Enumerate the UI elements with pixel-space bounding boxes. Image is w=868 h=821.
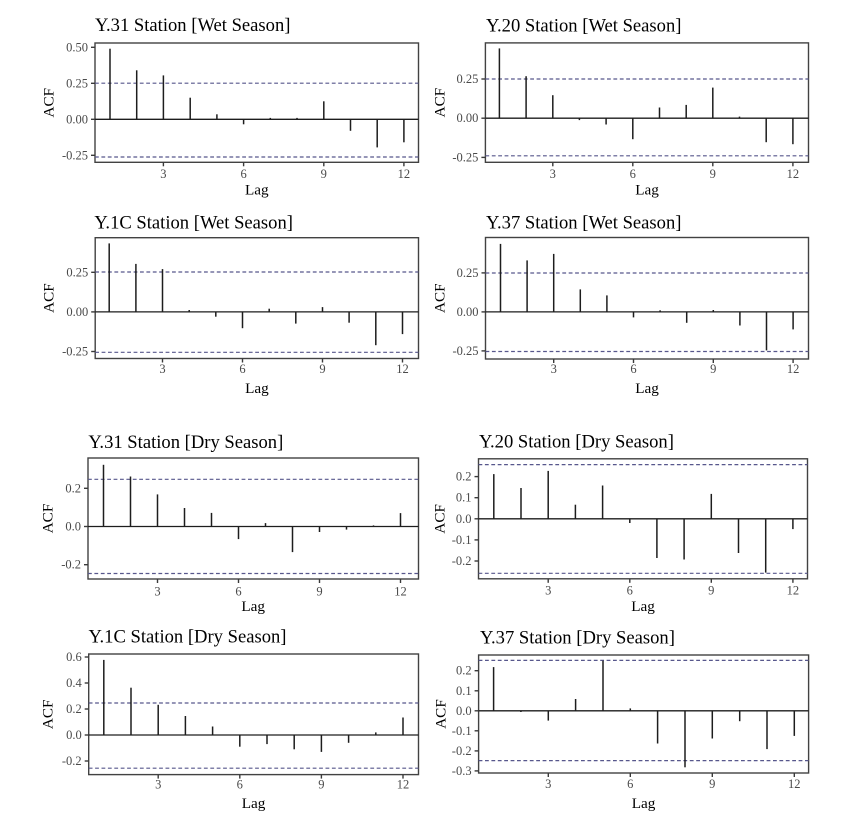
svg-text:6: 6 [627, 777, 633, 791]
svg-text:-0.25: -0.25 [62, 345, 88, 359]
svg-text:Y.37 Station [Dry Season]: Y.37 Station [Dry Season] [480, 628, 675, 649]
svg-text:12: 12 [787, 584, 800, 598]
svg-text:ACF: ACF [40, 700, 57, 730]
svg-text:ACF: ACF [432, 88, 449, 118]
svg-text:Y.31 Station [Wet Season]: Y.31 Station [Wet Season] [95, 15, 290, 36]
svg-text:3: 3 [155, 778, 161, 792]
svg-text:3: 3 [550, 167, 556, 181]
svg-text:Y.1C Station [Wet Season]: Y.1C Station [Wet Season] [94, 212, 293, 233]
svg-text:0.25: 0.25 [457, 72, 479, 86]
svg-text:12: 12 [396, 362, 409, 376]
svg-text:0.0: 0.0 [66, 728, 82, 742]
svg-text:0.25: 0.25 [457, 266, 479, 280]
svg-text:0.25: 0.25 [66, 265, 88, 279]
svg-text:0.00: 0.00 [457, 305, 479, 319]
svg-text:3: 3 [160, 167, 166, 181]
svg-text:12: 12 [397, 778, 410, 792]
svg-text:3: 3 [159, 362, 165, 376]
svg-text:0.0: 0.0 [456, 704, 472, 718]
svg-text:12: 12 [394, 585, 407, 599]
svg-text:9: 9 [709, 777, 715, 791]
svg-text:Lag: Lag [245, 380, 269, 397]
svg-text:9: 9 [316, 585, 322, 599]
svg-text:-0.2: -0.2 [62, 754, 82, 768]
svg-text:Y.20 Station [Dry Season]: Y.20 Station [Dry Season] [479, 432, 674, 453]
svg-text:9: 9 [710, 362, 716, 376]
svg-text:-0.2: -0.2 [452, 554, 472, 568]
svg-text:ACF: ACF [40, 504, 57, 534]
svg-text:0.2: 0.2 [456, 470, 472, 484]
svg-text:0.4: 0.4 [66, 676, 82, 690]
svg-text:Lag: Lag [631, 598, 655, 615]
svg-text:9: 9 [321, 167, 327, 181]
svg-text:3: 3 [154, 585, 160, 599]
svg-text:Y.1C Station [Dry Season]: Y.1C Station [Dry Season] [89, 627, 287, 648]
svg-text:ACF: ACF [41, 283, 58, 313]
svg-text:-0.3: -0.3 [452, 764, 472, 778]
svg-text:0.2: 0.2 [66, 702, 82, 716]
svg-text:6: 6 [630, 362, 636, 376]
svg-text:Lag: Lag [632, 795, 656, 812]
svg-text:-0.25: -0.25 [452, 344, 478, 358]
svg-text:-0.1: -0.1 [452, 724, 472, 738]
svg-text:12: 12 [787, 362, 800, 376]
svg-text:0.6: 0.6 [66, 650, 82, 664]
svg-text:0.1: 0.1 [456, 684, 472, 698]
svg-text:Lag: Lag [242, 795, 266, 812]
svg-text:9: 9 [708, 584, 714, 598]
svg-text:3: 3 [551, 362, 557, 376]
svg-text:6: 6 [630, 167, 636, 181]
svg-text:9: 9 [710, 167, 716, 181]
svg-text:12: 12 [398, 167, 411, 181]
svg-text:-0.25: -0.25 [452, 150, 478, 164]
svg-text:Y.31 Station [Dry Season]: Y.31 Station [Dry Season] [88, 432, 283, 453]
svg-text:6: 6 [235, 585, 241, 599]
svg-text:0.25: 0.25 [66, 76, 88, 90]
svg-text:0.1: 0.1 [456, 491, 472, 505]
svg-text:0.00: 0.00 [457, 111, 479, 125]
svg-text:Lag: Lag [241, 598, 265, 615]
svg-text:0.00: 0.00 [66, 305, 88, 319]
svg-text:-0.2: -0.2 [452, 744, 472, 758]
svg-text:Lag: Lag [635, 380, 659, 397]
svg-text:0.00: 0.00 [66, 112, 88, 126]
svg-text:6: 6 [237, 778, 243, 792]
svg-text:3: 3 [545, 584, 551, 598]
svg-text:Lag: Lag [245, 182, 269, 199]
svg-text:0.50: 0.50 [66, 40, 88, 54]
svg-text:6: 6 [240, 167, 246, 181]
svg-text:Y.37 Station [Wet Season]: Y.37 Station [Wet Season] [486, 212, 681, 233]
svg-text:0.0: 0.0 [65, 520, 81, 534]
svg-text:-0.25: -0.25 [62, 148, 88, 162]
svg-text:12: 12 [787, 167, 800, 181]
svg-text:ACF: ACF [432, 504, 449, 534]
svg-text:0.2: 0.2 [65, 481, 81, 495]
svg-text:6: 6 [239, 362, 245, 376]
svg-text:6: 6 [627, 584, 633, 598]
svg-text:0.2: 0.2 [456, 664, 472, 678]
svg-text:0.0: 0.0 [456, 512, 472, 526]
svg-text:ACF: ACF [433, 699, 450, 729]
svg-text:-0.1: -0.1 [452, 533, 472, 547]
svg-text:ACF: ACF [41, 88, 58, 118]
svg-text:3: 3 [545, 777, 551, 791]
svg-text:12: 12 [788, 777, 801, 791]
svg-text:-0.2: -0.2 [61, 558, 81, 572]
svg-text:Lag: Lag [635, 182, 659, 199]
svg-text:ACF: ACF [432, 283, 449, 313]
svg-text:9: 9 [319, 362, 325, 376]
svg-text:9: 9 [318, 778, 324, 792]
svg-text:Y.20 Station [Wet Season]: Y.20 Station [Wet Season] [486, 16, 681, 37]
